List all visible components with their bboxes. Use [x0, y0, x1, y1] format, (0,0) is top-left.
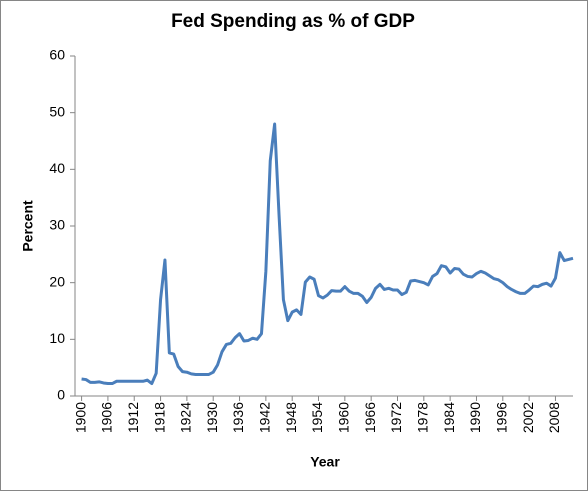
y-tick-label: 60	[49, 47, 65, 63]
x-tick-label: 1936	[230, 402, 246, 433]
y-tick-label: 50	[49, 103, 65, 119]
y-tick-label: 10	[49, 330, 65, 346]
x-tick-label: 1978	[415, 402, 431, 433]
x-tick-label: 1954	[309, 402, 325, 433]
x-tick-label: 1942	[257, 402, 273, 433]
x-tick-label: 1996	[494, 402, 510, 433]
y-axis-label: Percent	[20, 200, 36, 252]
x-tick-label: 1906	[99, 402, 115, 433]
x-tick-label: 1990	[467, 402, 483, 433]
x-tick-label: 1912	[125, 402, 141, 433]
x-tick-label: 2008	[546, 402, 562, 433]
y-tick-label: 30	[49, 217, 65, 233]
y-tick-label: 40	[49, 160, 65, 176]
x-tick-label: 1960	[336, 402, 352, 433]
x-tick-label: 1930	[204, 402, 220, 433]
chart-title: Fed Spending as % of GDP	[171, 11, 415, 32]
x-tick-label: 1972	[388, 402, 404, 433]
x-tick-label: 1948	[283, 402, 299, 433]
x-axis-label: Year	[310, 454, 340, 470]
x-tick-label: 1984	[441, 402, 457, 433]
y-tick-label: 20	[49, 273, 65, 289]
x-tick-label: 2002	[520, 402, 536, 433]
x-tick-label: 1918	[151, 402, 167, 433]
y-tick-label: 0	[57, 387, 65, 403]
x-tick-label: 1966	[362, 402, 378, 433]
x-tick-label: 1900	[72, 402, 88, 433]
x-tick-label: 1924	[178, 402, 194, 433]
data-line	[81, 122, 574, 386]
